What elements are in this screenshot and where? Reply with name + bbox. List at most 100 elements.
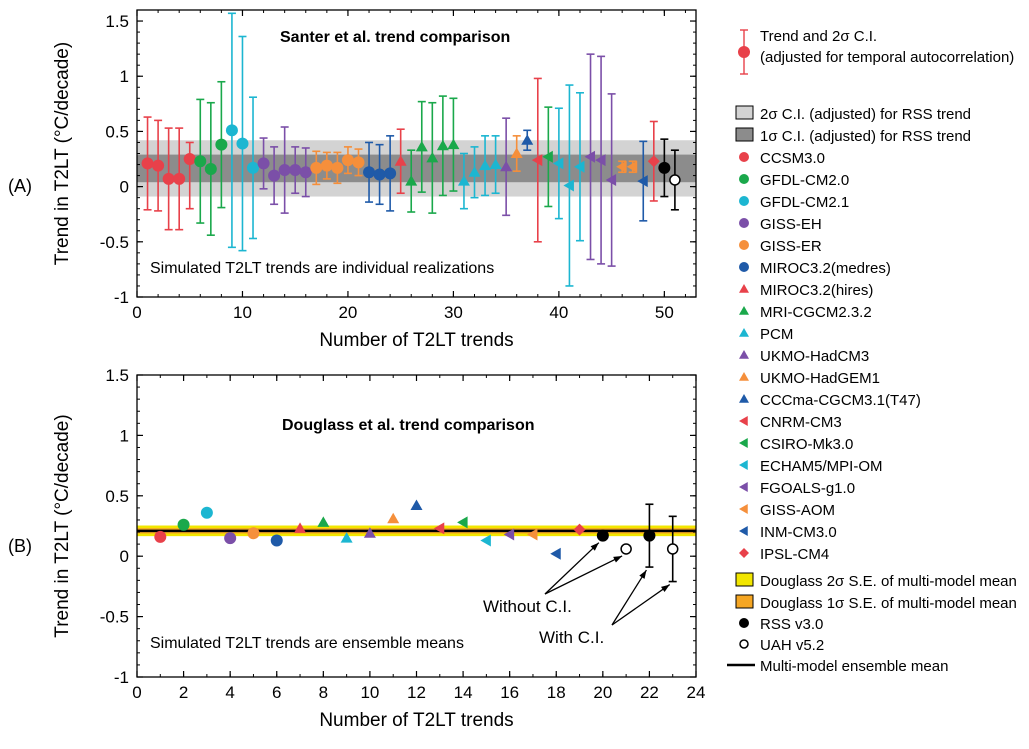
data-point bbox=[278, 164, 291, 177]
data-point bbox=[224, 532, 237, 545]
legend-label: UKMO-HadCM3 bbox=[760, 348, 869, 365]
data-points bbox=[141, 12, 681, 287]
legend-label: RSS v3.0 bbox=[760, 616, 823, 633]
data-point bbox=[162, 172, 175, 185]
data-point bbox=[152, 159, 165, 172]
legend-label: MRI-CGCM2.3.2 bbox=[760, 304, 872, 321]
data-point bbox=[268, 169, 281, 182]
legend-marker bbox=[739, 639, 749, 649]
callout-arrowhead bbox=[639, 570, 647, 579]
data-point bbox=[480, 534, 491, 547]
data-point bbox=[247, 161, 260, 174]
data-point bbox=[595, 154, 606, 167]
y-tick-label: 1.5 bbox=[105, 366, 129, 385]
data-point bbox=[270, 534, 283, 547]
legend-marker bbox=[739, 240, 749, 250]
data-point bbox=[215, 138, 228, 151]
legend-marker bbox=[739, 284, 749, 293]
callout-arrow bbox=[611, 584, 671, 626]
data-point bbox=[531, 154, 543, 167]
y-tick-label: -0.5 bbox=[100, 233, 129, 252]
legend-label: Multi-model ensemble mean bbox=[760, 658, 948, 675]
x-tick-label: 0 bbox=[132, 303, 141, 322]
data-point bbox=[299, 166, 312, 179]
legend-marker bbox=[739, 306, 749, 315]
data-point bbox=[363, 527, 376, 538]
legend-marker bbox=[739, 218, 749, 228]
data-point bbox=[200, 506, 213, 519]
data-point bbox=[183, 153, 196, 166]
x-tick-label: 12 bbox=[407, 683, 426, 702]
data-point bbox=[563, 179, 574, 192]
panel-label: (A) bbox=[8, 176, 32, 196]
data-points bbox=[154, 499, 679, 583]
data-point bbox=[584, 150, 596, 163]
callout-arrow bbox=[611, 569, 647, 626]
legend-label: CNRM-CM3 bbox=[760, 414, 842, 431]
callout-arrowhead bbox=[613, 555, 623, 563]
legend-marker bbox=[739, 618, 749, 628]
data-point bbox=[552, 157, 564, 170]
data-point bbox=[542, 150, 553, 163]
data-point bbox=[468, 166, 481, 177]
data-point bbox=[387, 512, 400, 524]
panel-b: -1-0.500.511.50 2 4 6 8 10 12 14 16 18 20 22 24Witho… bbox=[8, 366, 705, 731]
data-point bbox=[177, 518, 190, 531]
x-tick-label: 20 bbox=[338, 303, 357, 322]
data-point bbox=[384, 167, 397, 180]
legend-marker bbox=[739, 328, 749, 337]
data-point bbox=[616, 160, 627, 173]
legend-marker bbox=[739, 416, 748, 426]
data-point bbox=[363, 166, 376, 179]
panel-label: (B) bbox=[8, 536, 32, 556]
data-point bbox=[331, 161, 344, 174]
callout-text: Without C.I. bbox=[483, 597, 572, 616]
legend-marker bbox=[739, 526, 748, 536]
data-point bbox=[457, 175, 470, 186]
data-point bbox=[394, 155, 407, 166]
data-point bbox=[666, 543, 679, 555]
legend-label: UAH v5.2 bbox=[760, 637, 824, 654]
legend-swatch bbox=[735, 594, 754, 609]
x-tick-label: 14 bbox=[454, 683, 473, 702]
x-tick-label: 22 bbox=[640, 683, 659, 702]
data-point bbox=[373, 168, 386, 181]
x-tick-label: 30 bbox=[444, 303, 463, 322]
legend-label: CSIRO-Mk3.0 bbox=[760, 436, 853, 453]
data-point bbox=[626, 160, 638, 173]
chart-annotation: Simulated T2LT trends are individual rea… bbox=[150, 260, 494, 277]
legend-marker bbox=[739, 504, 748, 514]
data-point bbox=[340, 532, 353, 543]
callout-arrowhead bbox=[590, 542, 599, 551]
legend-label: GFDL-CM2.1 bbox=[760, 194, 849, 211]
legend-label: GISS-EH bbox=[760, 216, 822, 233]
legend-marker bbox=[739, 482, 748, 492]
data-point bbox=[605, 173, 617, 186]
callout-arrow bbox=[544, 542, 600, 595]
panel-a: -1 -0.5 0 0.5 1 1.5 0 10 20 30 40 50 Santer et al. t… bbox=[8, 9, 697, 351]
y-tick-label: 1 bbox=[120, 67, 129, 86]
legend-label: INM-CM3.0 bbox=[760, 524, 837, 541]
x-tick-label: 50 bbox=[655, 303, 674, 322]
x-axis-label: Number of T2LT trends bbox=[319, 710, 513, 731]
data-point bbox=[647, 155, 660, 168]
legend-label: GISS-AOM bbox=[760, 502, 835, 519]
data-point bbox=[436, 139, 449, 151]
x-tick-label: 4 bbox=[225, 683, 234, 702]
data-point bbox=[317, 516, 330, 527]
legend-label: GFDL-CM2.0 bbox=[760, 172, 849, 189]
y-tick-label: -0.5 bbox=[100, 608, 129, 627]
y-tick-label: 0 bbox=[120, 547, 129, 566]
x-tick-label: 24 bbox=[687, 683, 706, 702]
legend-label: ECHAM5/MPI-OM bbox=[760, 458, 883, 475]
data-point bbox=[320, 159, 333, 172]
data-point bbox=[500, 160, 513, 172]
legend-swatch bbox=[735, 127, 754, 142]
legend-marker bbox=[738, 46, 750, 58]
data-point bbox=[247, 527, 260, 540]
data-point bbox=[236, 137, 249, 150]
legend-marker bbox=[739, 196, 749, 206]
data-point bbox=[225, 124, 238, 137]
y-axis-label: Trend in T2LT (°C/decade) bbox=[52, 42, 73, 265]
